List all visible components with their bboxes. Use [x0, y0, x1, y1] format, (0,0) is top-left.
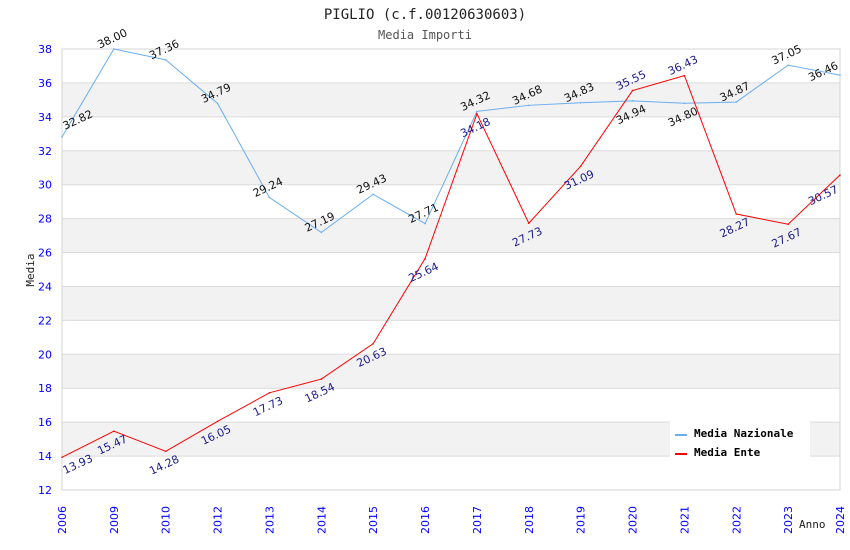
data-label: 25.64: [407, 260, 441, 285]
data-label: 30.57: [806, 183, 840, 208]
data-point: [631, 100, 634, 102]
data-point: [735, 213, 738, 215]
data-point: [61, 456, 63, 459]
chart-title: PIGLIO (c.f.00120630603): [324, 7, 526, 23]
data-point: [61, 136, 63, 138]
data-point: [320, 231, 323, 234]
x-tick-label: 2021: [678, 506, 691, 534]
data-label: 38.00: [95, 26, 129, 51]
x-tick-label: 2009: [108, 506, 121, 534]
y-tick-label: 36: [38, 77, 52, 90]
y-tick-label: 28: [38, 213, 52, 226]
x-tick-label: 2022: [730, 506, 743, 534]
series-line-media-ente: [61, 75, 841, 458]
y-tick-label: 24: [38, 280, 52, 293]
data-label: 37.05: [770, 42, 804, 67]
data-point: [839, 74, 841, 76]
grid-band: [62, 354, 840, 389]
legend-label-nazionale: Media Nazionale: [694, 427, 794, 440]
data-point: [372, 342, 375, 345]
data-label: 36.43: [666, 53, 700, 78]
y-tick-label: 16: [38, 416, 52, 429]
x-tick-label: 2016: [419, 506, 432, 534]
data-point: [579, 165, 582, 168]
data-point: [683, 102, 686, 105]
x-tick-label: 2017: [471, 506, 484, 534]
data-point: [683, 74, 686, 77]
data-point: [372, 193, 375, 196]
data-point: [787, 64, 789, 66]
series-line-media-nazionale: [61, 48, 841, 233]
data-point: [476, 112, 478, 115]
y-tick-label: 18: [38, 382, 52, 395]
data-label: 37.36: [147, 37, 181, 62]
x-tick-label: 2018: [523, 506, 536, 534]
y-axis-label: Media: [24, 253, 37, 286]
x-tick-label: 2024: [834, 506, 847, 534]
data-point: [424, 257, 426, 260]
y-tick-label: 12: [38, 484, 52, 497]
x-tick-label: 2023: [782, 506, 795, 534]
x-tick-label: 2006: [56, 506, 69, 534]
data-point: [320, 378, 323, 380]
data-point: [216, 420, 219, 423]
grid-band: [62, 286, 840, 321]
x-tick-label: 2010: [160, 506, 173, 534]
y-tick-label: 22: [38, 314, 52, 327]
y-tick-label: 38: [38, 43, 52, 56]
legend: Media Nazionale Media Ente: [670, 420, 810, 463]
legend-label-ente: Media Ente: [694, 446, 761, 459]
x-tick-label: 2013: [263, 506, 276, 534]
x-tick-label: 2019: [575, 506, 588, 534]
y-tick-label: 20: [38, 348, 52, 361]
x-axis-label: Anno: [799, 518, 826, 531]
chart-subtitle: Media Importi: [378, 28, 472, 42]
data-point: [579, 101, 582, 104]
data-point: [476, 110, 478, 113]
y-tick-label: 14: [38, 450, 52, 463]
plot-border: [61, 48, 841, 491]
data-point: [113, 430, 115, 432]
x-tick-label: 2012: [212, 506, 225, 534]
data-point: [787, 223, 789, 226]
data-label: 36.46: [806, 59, 840, 84]
x-tick-label: 2020: [627, 506, 640, 534]
data-point: [424, 222, 426, 225]
data-label: 17.73: [251, 394, 285, 419]
grid-band: [62, 218, 840, 253]
x-tick-label: 2015: [367, 506, 380, 534]
data-point: [216, 102, 219, 105]
data-point: [839, 174, 841, 176]
data-point: [528, 104, 530, 107]
data-point: [164, 450, 167, 453]
data-point: [631, 89, 634, 92]
data-point: [735, 101, 738, 103]
y-tick-label: 30: [38, 179, 52, 192]
x-tick-label: 2014: [315, 506, 328, 534]
grid-band: [62, 82, 840, 117]
data-point: [268, 392, 271, 394]
data-point: [528, 222, 530, 224]
data-point: [164, 59, 167, 61]
data-point: [113, 48, 115, 50]
y-tick-label: 32: [38, 145, 52, 158]
y-tick-label: 26: [38, 247, 52, 260]
data-point: [268, 196, 271, 199]
y-tick-label: 34: [38, 111, 52, 124]
